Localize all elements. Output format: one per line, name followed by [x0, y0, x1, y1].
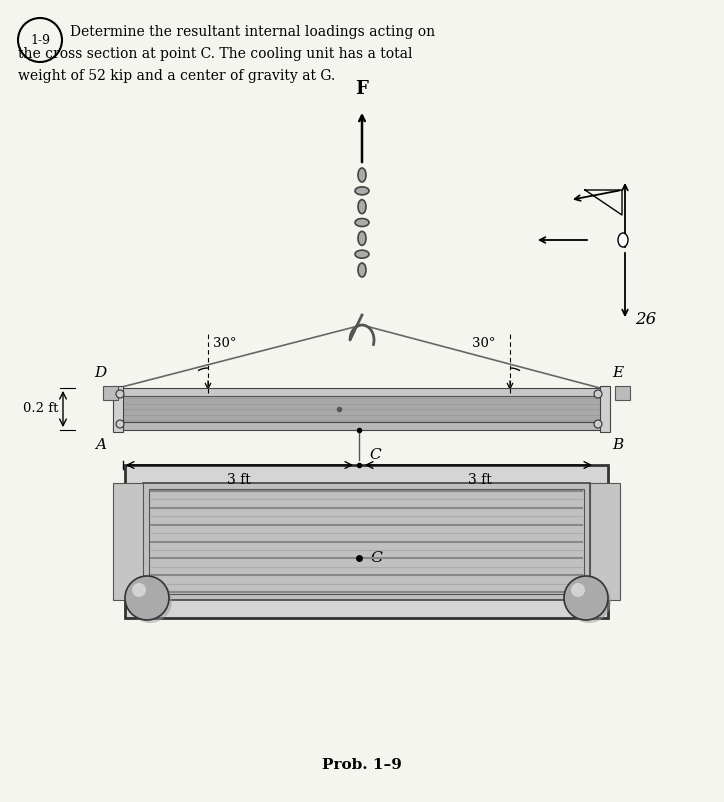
- Text: 30°: 30°: [472, 337, 495, 350]
- Ellipse shape: [358, 168, 366, 182]
- Text: D: D: [93, 366, 106, 380]
- Text: 26: 26: [635, 311, 656, 329]
- Bar: [590, 483, 620, 600]
- Bar: [600, 386, 610, 432]
- Ellipse shape: [355, 218, 369, 226]
- Text: F: F: [355, 80, 369, 98]
- Bar: [113, 422, 605, 430]
- Bar: [125, 465, 608, 618]
- Ellipse shape: [355, 250, 369, 258]
- Ellipse shape: [358, 231, 366, 245]
- Text: 1-9: 1-9: [30, 34, 50, 47]
- Bar: [113, 396, 605, 422]
- Text: 0.2 ft: 0.2 ft: [22, 403, 58, 415]
- Text: G: G: [371, 551, 383, 565]
- Ellipse shape: [355, 187, 369, 195]
- Bar: [113, 388, 605, 396]
- Text: B: B: [612, 438, 623, 452]
- Text: 3 ft: 3 ft: [468, 473, 492, 487]
- Bar: [149, 489, 584, 594]
- Ellipse shape: [132, 583, 146, 597]
- Text: E: E: [612, 366, 623, 380]
- Text: A: A: [95, 438, 106, 452]
- Ellipse shape: [594, 420, 602, 428]
- Ellipse shape: [618, 233, 628, 247]
- Text: C: C: [369, 448, 381, 462]
- Text: Determine the resultant internal loadings acting on: Determine the resultant internal loading…: [70, 25, 435, 39]
- Bar: [113, 483, 143, 600]
- Ellipse shape: [116, 390, 124, 398]
- Ellipse shape: [594, 390, 602, 398]
- Text: weight of 52 kip and a center of gravity at G.: weight of 52 kip and a center of gravity…: [18, 69, 335, 83]
- Bar: [143, 483, 590, 600]
- Ellipse shape: [358, 200, 366, 213]
- Bar: [615, 386, 630, 400]
- Ellipse shape: [564, 576, 608, 620]
- Ellipse shape: [571, 583, 585, 597]
- Ellipse shape: [567, 579, 611, 623]
- Ellipse shape: [128, 579, 172, 623]
- Text: the cross section at point C. The cooling unit has a total: the cross section at point C. The coolin…: [18, 47, 413, 61]
- Text: 3 ft: 3 ft: [227, 473, 251, 487]
- Ellipse shape: [116, 420, 124, 428]
- Ellipse shape: [125, 576, 169, 620]
- Bar: [103, 386, 118, 400]
- Text: Prob. 1–9: Prob. 1–9: [322, 758, 402, 772]
- Ellipse shape: [358, 263, 366, 277]
- Bar: [113, 386, 123, 432]
- Text: 30°: 30°: [213, 337, 237, 350]
